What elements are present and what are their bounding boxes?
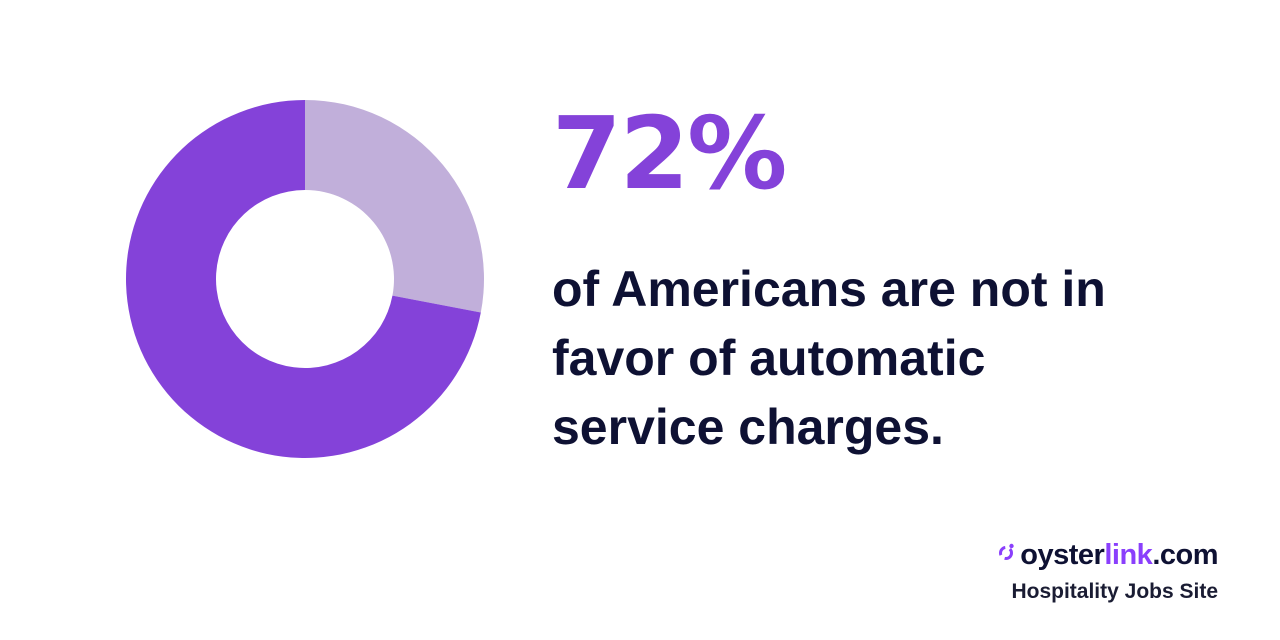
brand-logo[interactable]: oyster link .com: [996, 538, 1218, 572]
oysterlink-logo-icon: [999, 543, 1014, 560]
caption-line: of Americans are not in: [552, 261, 1106, 317]
brand-name-accent: link: [1104, 539, 1153, 571]
caption-line: favor of automatic: [552, 330, 986, 386]
headline-caption: of Americans are not in favor of automat…: [552, 255, 1232, 462]
donut-slice-72: [125, 100, 481, 458]
donut-chart: [125, 100, 484, 458]
brand-tagline: Hospitality Jobs Site: [1011, 580, 1218, 603]
brand-name-suffix: .com: [1152, 539, 1218, 571]
brand-name-main: oyster: [1020, 539, 1105, 571]
donut-slice-remainder: [305, 100, 484, 313]
headline-stat: 72%: [552, 95, 787, 212]
caption-line: service charges.: [552, 399, 944, 455]
brand-block: oyster link .com Hospitality Jobs Site: [996, 538, 1218, 606]
